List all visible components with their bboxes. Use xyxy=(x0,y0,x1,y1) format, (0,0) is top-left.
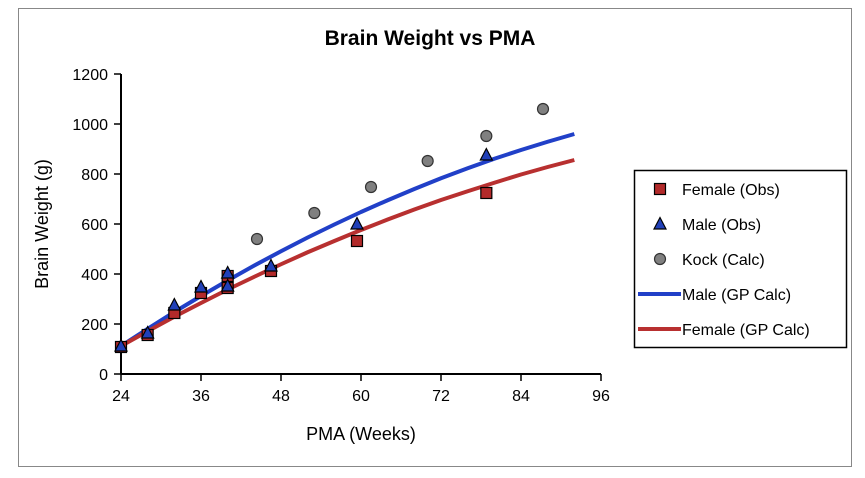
legend-marker-square xyxy=(653,182,667,196)
legend-marker-triangle xyxy=(653,216,667,230)
chart-title: Brain Weight vs PMA xyxy=(325,27,536,50)
y-tick-label: 1200 xyxy=(72,67,108,84)
y-tick-label: 600 xyxy=(81,217,108,234)
data-point-circle xyxy=(421,154,434,168)
data-point-triangle xyxy=(479,147,494,161)
legend-marker-circle xyxy=(653,252,667,266)
y-tick-label: 1000 xyxy=(72,117,108,134)
series-line-female-gp-calc xyxy=(120,158,575,348)
y-tick-label: 800 xyxy=(81,167,108,184)
data-point-circle xyxy=(308,206,321,220)
legend-label: Male (GP Calc) xyxy=(682,287,791,304)
data-point-triangle xyxy=(194,279,208,293)
x-axis-label: PMA (Weeks) xyxy=(306,424,416,444)
data-point-circle xyxy=(480,129,493,143)
data-point-triangle xyxy=(350,216,364,230)
x-tick-label: 48 xyxy=(272,388,290,405)
data-point-circle xyxy=(250,232,264,246)
y-tick-label: 0 xyxy=(99,367,108,384)
data-point-circle xyxy=(536,102,550,116)
data-point-triangle xyxy=(140,325,155,339)
x-tick-label: 72 xyxy=(432,388,450,405)
data-point-triangle xyxy=(220,278,235,292)
legend-label: Male (Obs) xyxy=(682,217,761,234)
legend-label: Kock (Calc) xyxy=(682,252,765,269)
data-point-triangle xyxy=(167,297,182,311)
x-tick-label: 60 xyxy=(352,388,370,405)
data-point-triangle xyxy=(220,265,235,279)
data-point-circle xyxy=(364,180,378,194)
x-tick-label: 24 xyxy=(112,388,130,405)
legend-label: Female (Obs) xyxy=(682,182,780,199)
y-tick-label: 400 xyxy=(81,267,108,284)
data-point-square xyxy=(480,186,493,200)
y-axis-label: Brain Weight (g) xyxy=(32,159,52,289)
x-tick-label: 84 xyxy=(512,388,530,405)
x-tick-label: 36 xyxy=(192,388,210,405)
data-point-square xyxy=(350,234,364,248)
data-point-triangle xyxy=(264,258,278,272)
legend-box xyxy=(633,169,848,349)
x-tick-label: 96 xyxy=(592,388,610,405)
data-point-triangle xyxy=(114,338,128,352)
y-tick-label: 200 xyxy=(81,317,108,334)
legend-label: Female (GP Calc) xyxy=(682,322,810,339)
